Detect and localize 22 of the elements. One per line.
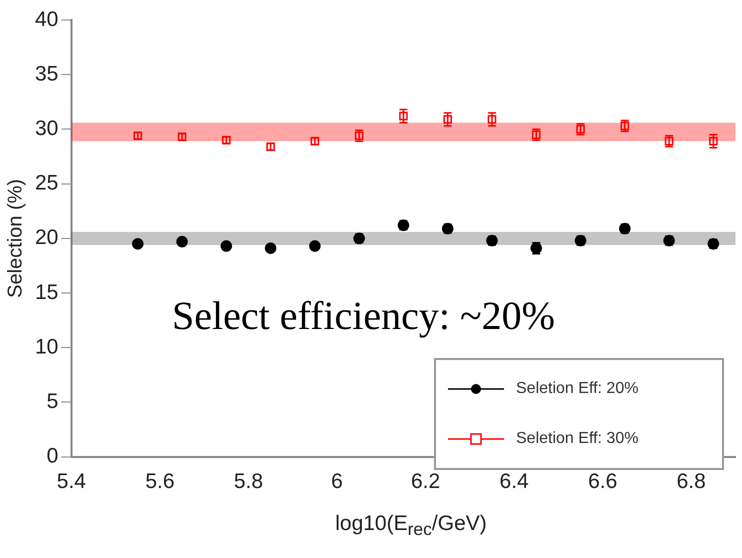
y-tick-label: 10 bbox=[35, 335, 58, 358]
x-tick-label: 6.2 bbox=[410, 470, 440, 494]
y-tick-label: 20 bbox=[35, 226, 58, 250]
x-tick-label: 5.8 bbox=[234, 470, 264, 494]
y-tick-label: 0 bbox=[46, 444, 58, 468]
x-tick-label: 6.8 bbox=[676, 470, 706, 494]
y-tick-label: 35 bbox=[35, 62, 58, 86]
y-tick-label: 40 bbox=[35, 8, 58, 31]
y-tick-label: 5 bbox=[46, 390, 58, 413]
y-tick-label: 30 bbox=[35, 116, 58, 140]
x-tick-label: 6 bbox=[331, 470, 343, 494]
x-tick-label: 5.6 bbox=[145, 470, 175, 494]
x-tick-label: 5.4 bbox=[56, 470, 86, 494]
x-axis-title: log10(E$_{rec}$/GeV) bbox=[334, 512, 488, 540]
y-tick-label: 25 bbox=[35, 172, 58, 195]
x-tick-label: 6.6 bbox=[588, 470, 618, 494]
y-tick-label: 15 bbox=[35, 280, 58, 304]
annotation: Select efficiency: ~20% bbox=[172, 292, 555, 339]
x-tick-label: 6.4 bbox=[500, 470, 530, 494]
legend-label: Seletion Eff: 20% bbox=[516, 380, 638, 398]
y-axis-title: Selection (%) bbox=[4, 178, 27, 298]
legend-label: Seletion Eff: 30% bbox=[516, 430, 638, 448]
